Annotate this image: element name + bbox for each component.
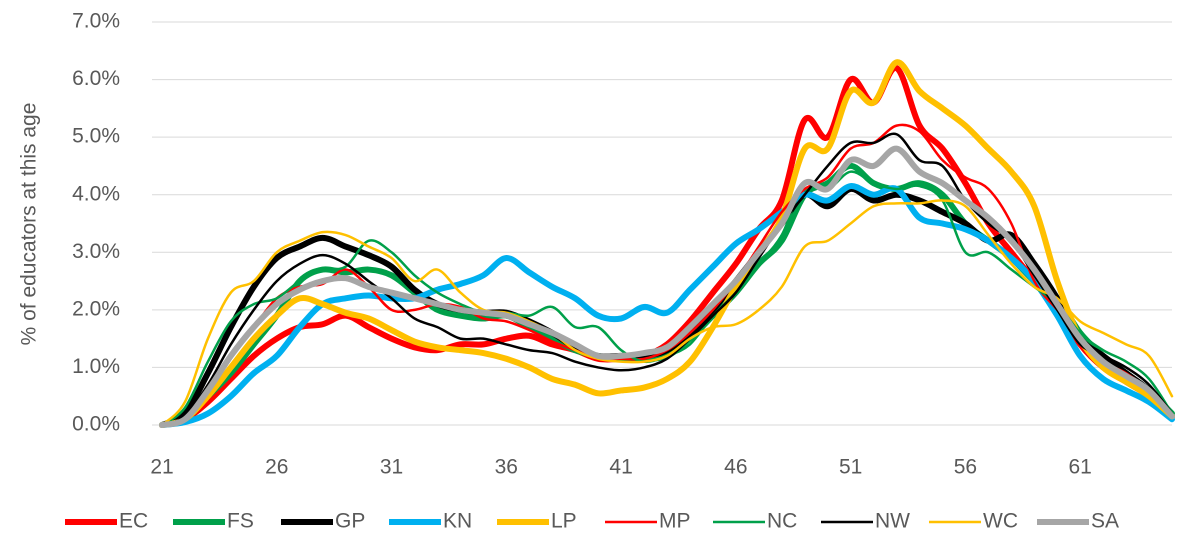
y-tick-label: 2.0% bbox=[72, 297, 120, 320]
x-tick-label: 46 bbox=[724, 456, 747, 479]
series-line bbox=[160, 199, 1174, 427]
series-line bbox=[159, 185, 1175, 428]
series-line bbox=[159, 183, 1175, 428]
x-tick-label: 61 bbox=[1069, 456, 1092, 479]
y-tick-label: 5.0% bbox=[72, 125, 120, 148]
legend-label: LP bbox=[551, 510, 577, 533]
legend-label: EC bbox=[119, 510, 148, 533]
legend-label: NW bbox=[875, 510, 910, 533]
x-tick-label: 31 bbox=[380, 456, 403, 479]
legend-label: SA bbox=[1091, 510, 1119, 533]
series-line bbox=[159, 145, 1175, 428]
legend-label: FS bbox=[227, 510, 254, 533]
y-tick-label: 4.0% bbox=[72, 182, 120, 205]
legend-label: MP bbox=[659, 510, 691, 533]
legend-label: KN bbox=[443, 510, 472, 533]
y-tick-label: 0.0% bbox=[72, 413, 120, 436]
y-tick-label: 1.0% bbox=[72, 355, 120, 378]
legend-label: WC bbox=[983, 510, 1018, 533]
series-line bbox=[159, 59, 1175, 428]
series-line bbox=[159, 162, 1175, 428]
x-tick-label: 56 bbox=[954, 456, 977, 479]
legend-label: NC bbox=[767, 510, 797, 533]
y-tick-label: 3.0% bbox=[72, 240, 120, 263]
x-tick-label: 21 bbox=[150, 456, 173, 479]
x-tick-label: 51 bbox=[839, 456, 862, 479]
y-tick-label: 6.0% bbox=[72, 67, 120, 90]
y-axis-label: % of educators at this age bbox=[18, 103, 41, 346]
y-tick-label: 7.0% bbox=[72, 10, 120, 33]
x-tick-label: 36 bbox=[495, 456, 518, 479]
x-tick-label: 41 bbox=[609, 456, 632, 479]
x-tick-label: 26 bbox=[265, 456, 288, 479]
legend-label: GP bbox=[335, 510, 365, 533]
